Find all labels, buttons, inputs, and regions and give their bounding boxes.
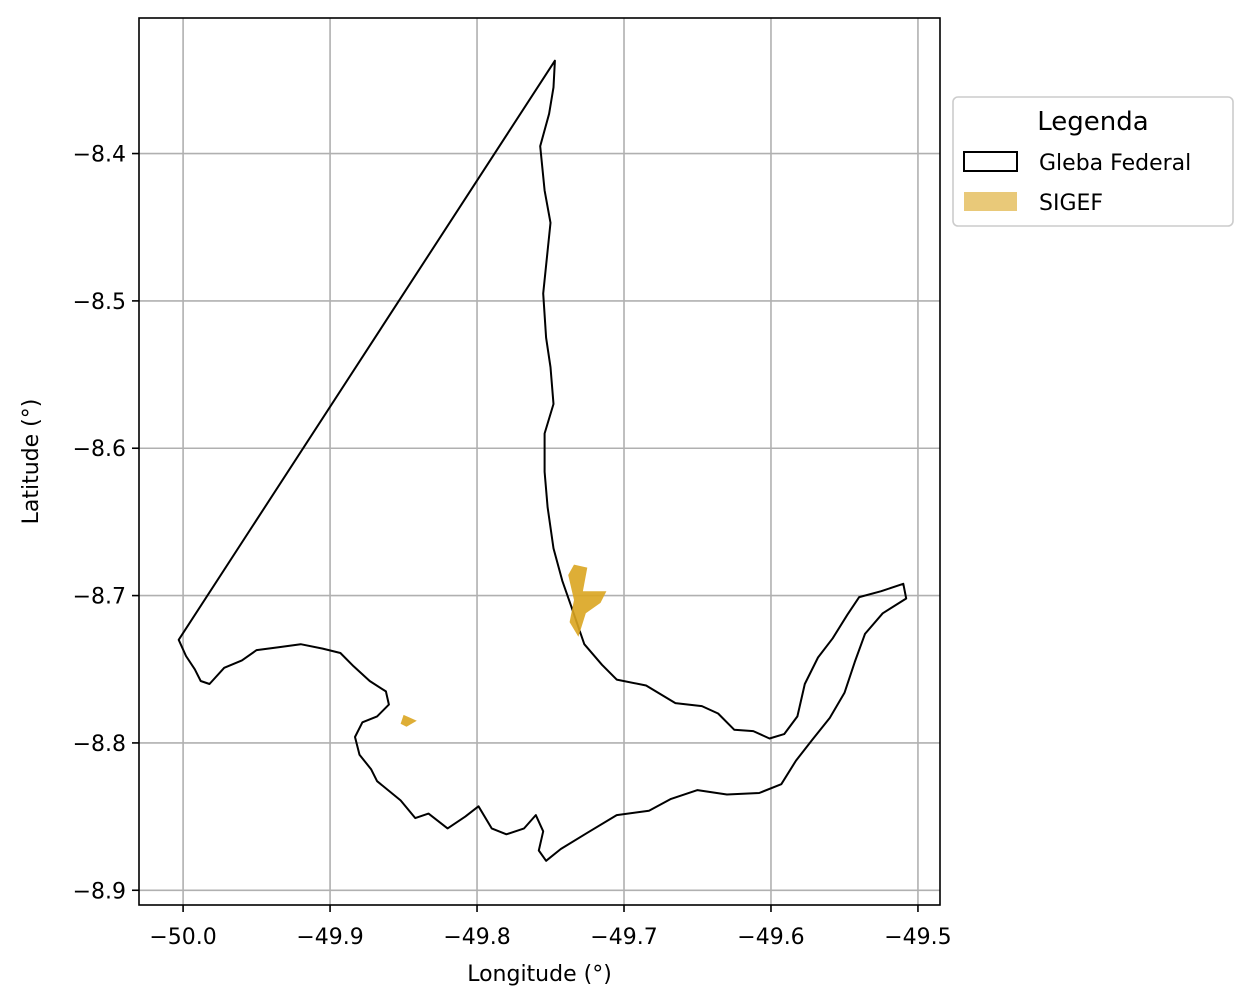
- grid-lines: [139, 18, 940, 905]
- x-tick-label: −50.0: [149, 925, 216, 950]
- y-tick-label: −8.5: [73, 290, 126, 315]
- gleba-federal-outline: [177, 59, 908, 862]
- legend-label-gleba-federal: Gleba Federal: [1039, 151, 1191, 176]
- plot-frame: [138, 17, 941, 906]
- y-axis-label: Latitude (°): [19, 399, 44, 525]
- y-axis-ticks: −8.4 −8.5 −8.6 −8.7 −8.8 −8.9: [73, 143, 139, 904]
- y-tick-label: −8.4: [73, 143, 126, 168]
- sigef-polygon: [400, 714, 417, 727]
- map-shapes: [177, 59, 908, 862]
- y-tick-label: −8.9: [73, 879, 126, 904]
- y-tick-label: −8.8: [73, 732, 126, 757]
- legend: Legenda Gleba Federal SIGEF: [952, 96, 1234, 227]
- x-tick-label: −49.5: [884, 925, 951, 950]
- legend-label-sigef: SIGEF: [1039, 191, 1103, 216]
- x-tick-label: −49.6: [737, 925, 804, 950]
- x-tick-label: −49.7: [590, 925, 657, 950]
- legend-swatch-sigef: [964, 192, 1017, 211]
- x-tick-label: −49.9: [296, 925, 363, 950]
- y-tick-label: −8.7: [73, 585, 126, 610]
- legend-swatch-gleba-federal: [963, 151, 1018, 172]
- x-axis-label: Longitude (°): [467, 962, 612, 987]
- legend-title: Legenda: [1037, 107, 1148, 137]
- x-axis-ticks: −50.0 −49.9 −49.8 −49.7 −49.6 −49.5: [149, 905, 952, 950]
- y-tick-label: −8.6: [73, 437, 126, 462]
- sigef-polygon: [568, 564, 607, 637]
- legend-box: [952, 96, 1234, 227]
- x-tick-label: −49.8: [443, 925, 510, 950]
